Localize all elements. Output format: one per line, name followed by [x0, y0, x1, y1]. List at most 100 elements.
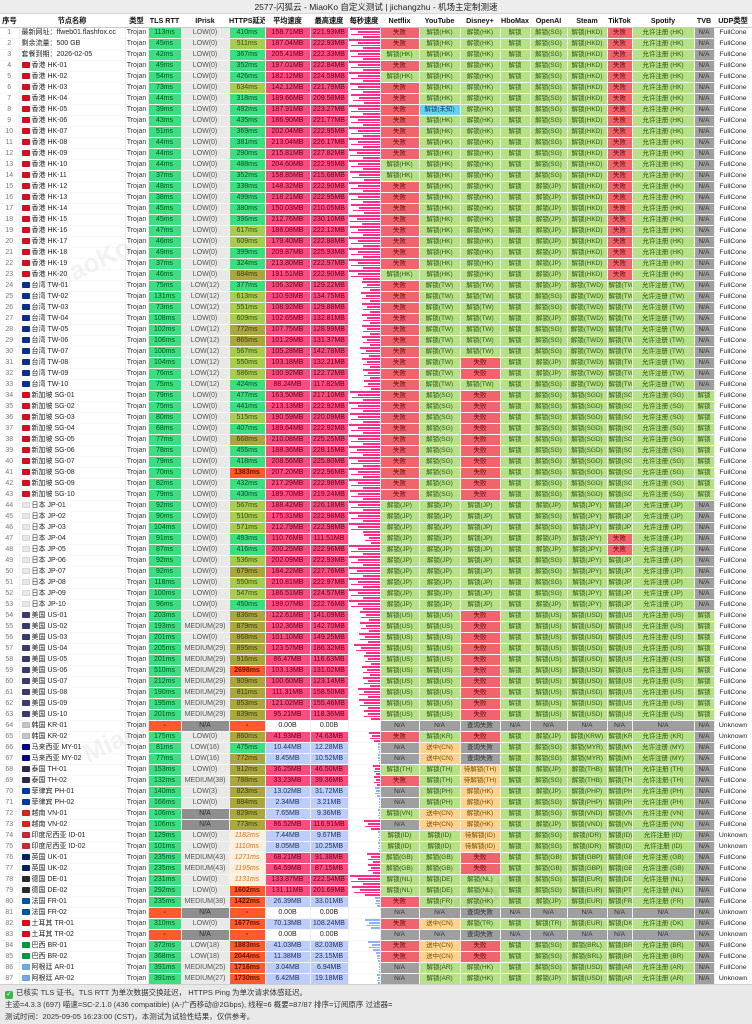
node-table-body: 1 最新网址：ffweb01.flashfox.cc Trojan 113ms LOW(…: [0, 27, 752, 985]
openai-cell: 解锁(SG): [530, 588, 568, 600]
protocol-type-cell: Trojan: [125, 82, 149, 94]
avg-speed-cell: 208.56MB: [265, 456, 311, 468]
tiktok-cell: 失败: [607, 27, 633, 39]
jp-flag-icon: [21, 535, 30, 541]
kr-flag-icon: [21, 733, 30, 739]
tiktok-cell: 解锁(BR): [607, 951, 633, 963]
node-name-cell: 法国 FR-02: [19, 907, 126, 919]
tvb-cell: N/A: [694, 324, 715, 336]
disney-cell: 解锁(HK): [460, 269, 501, 281]
speed-bar: [360, 347, 379, 349]
spotify-cell: 允许注册 (TW): [632, 313, 695, 325]
node-name: 香港 HK-08: [31, 139, 68, 146]
speed-bar: [368, 941, 379, 943]
hbomax-cell: 解锁: [500, 401, 531, 413]
table-row: 20 香港 HK-17 Trojan 46ms LOW(0) 609ms 179.40MB 2…: [0, 236, 752, 248]
speed-bar: [378, 839, 379, 841]
steam-cell: 解锁(HKD): [567, 115, 608, 127]
table-row: 18 香港 HK-15 Trojan 45ms LOW(0) 396ms 212.76MB 2…: [0, 214, 752, 226]
openai-cell: 解锁(SG): [530, 742, 568, 754]
max-speed-cell: 223.27MB: [310, 104, 349, 116]
avg-speed-cell: 189.66MB: [265, 93, 311, 105]
disney-cell: 解锁(TW): [460, 324, 501, 336]
steam-cell: 解锁(TWD): [567, 280, 608, 292]
udp-type-cell: FullCone: [714, 753, 752, 765]
avg-speed-cell: 163.50MB: [265, 390, 311, 402]
tvb-cell: N/A: [694, 907, 715, 919]
row-index: 45: [0, 511, 20, 523]
node-name-cell: 香港 HK-13: [19, 192, 126, 204]
steam-cell: 解锁(JPY): [567, 500, 608, 512]
ip-risk-cell: LOW(0): [181, 456, 230, 468]
ip-risk-cell: LOW(0): [181, 500, 230, 512]
ip-risk-cell: LOW(0): [181, 203, 230, 215]
row-index: 52: [0, 588, 20, 600]
hk-flag-icon: [21, 139, 30, 145]
node-name-cell: 香港 HK-19: [19, 258, 126, 270]
openai-cell: 解锁(SG): [530, 137, 568, 149]
node-name-cell: 美国 US-02: [19, 621, 126, 633]
ip-risk-cell: MEDIUM(25): [181, 962, 230, 974]
speed-bar: [365, 635, 379, 638]
tiktok-cell: 解锁(US): [607, 654, 633, 666]
speed-bar: [349, 875, 379, 877]
hbomax-cell: 解锁: [500, 71, 531, 83]
node-name: 印度尼西亚 ID-02: [31, 843, 86, 850]
steam-cell: 解锁(USD): [567, 654, 608, 666]
speed-bar: [349, 182, 379, 184]
protocol-type-cell: Trojan: [125, 874, 149, 886]
udp-type-cell: FullCone: [714, 819, 752, 831]
node-name: 香港 HK-09: [31, 150, 68, 157]
steam-cell: 解锁(USD): [567, 665, 608, 677]
udp-type-cell: FullCone: [714, 654, 752, 666]
tvb-cell: N/A: [694, 566, 715, 578]
table-row: 30 台湾 TW-07 Trojan 100ms LOW(12) 567ms 105.28M…: [0, 346, 752, 358]
max-speed-cell: 222.97MB: [310, 258, 349, 270]
hbomax-cell: 解锁: [500, 819, 531, 831]
spotify-cell: 允许注册 (BR): [632, 951, 695, 963]
max-speed-cell: 222.93MB: [310, 555, 349, 567]
avg-speed-cell: 186.90MB: [265, 115, 311, 127]
tvb-cell: N/A: [694, 258, 715, 270]
ip-risk-cell: LOW(0): [181, 115, 230, 127]
hbomax-cell: 解锁: [500, 302, 531, 314]
per-second-speed-cell: [348, 918, 381, 930]
max-speed-cell: 224.59MB: [310, 71, 349, 83]
spotify-cell: 允许注册 (HK): [632, 148, 695, 160]
row-index: 87: [0, 973, 20, 985]
speed-bar: [349, 105, 379, 107]
per-second-speed-cell: [348, 27, 381, 39]
footer-line-1: ✓ 已核实 TLS 证书。TLS RTT 为单次数据交换延迟， HTTPS Pin…: [5, 987, 747, 999]
per-second-speed-cell: [348, 181, 381, 193]
tvb-cell: N/A: [694, 291, 715, 303]
openai-cell: 解锁(JP): [530, 368, 568, 380]
hbomax-cell: 解锁: [500, 247, 531, 259]
fr-flag-icon: [21, 909, 30, 915]
spotify-cell: 允许注册 (TW): [632, 335, 695, 347]
hbomax-cell: 解锁: [500, 577, 531, 589]
ip-risk-cell: LOW(0): [181, 874, 230, 886]
table-row: 1 最新网址：ffweb01.flashfox.cc Trojan 113ms LOW(…: [0, 27, 752, 39]
disney-cell: 失败: [460, 467, 501, 479]
fr-flag-icon: [21, 898, 30, 904]
ip-risk-cell: LOW(0): [181, 511, 230, 523]
openai-cell: 解锁(SG): [530, 27, 568, 39]
tvb-cell: N/A: [694, 49, 715, 61]
avg-speed-cell: 202.09MB: [265, 555, 311, 567]
https-latency-cell: 424ms: [229, 379, 266, 391]
speed-bars: [349, 435, 379, 445]
row-index: 40: [0, 456, 20, 468]
max-speed-cell: 9.36MB: [310, 808, 349, 820]
node-name-cell: 日本 JP-07: [19, 566, 126, 578]
row-index: 11: [0, 137, 20, 149]
ip-risk-cell: LOW(0): [181, 236, 230, 248]
tls-rtt-cell: 153ms: [148, 764, 182, 776]
tiktok-cell: 解锁(JP): [607, 500, 633, 512]
avg-speed-cell: 0.00B: [265, 907, 311, 919]
tvb-cell: N/A: [694, 588, 715, 600]
tls-rtt-cell: 96ms: [148, 599, 182, 611]
hbomax-cell: 解锁: [500, 170, 531, 182]
per-second-speed-cell: [348, 819, 381, 831]
hk-flag-icon: [21, 271, 30, 277]
tiktok-cell: 解锁(BR): [607, 940, 633, 952]
